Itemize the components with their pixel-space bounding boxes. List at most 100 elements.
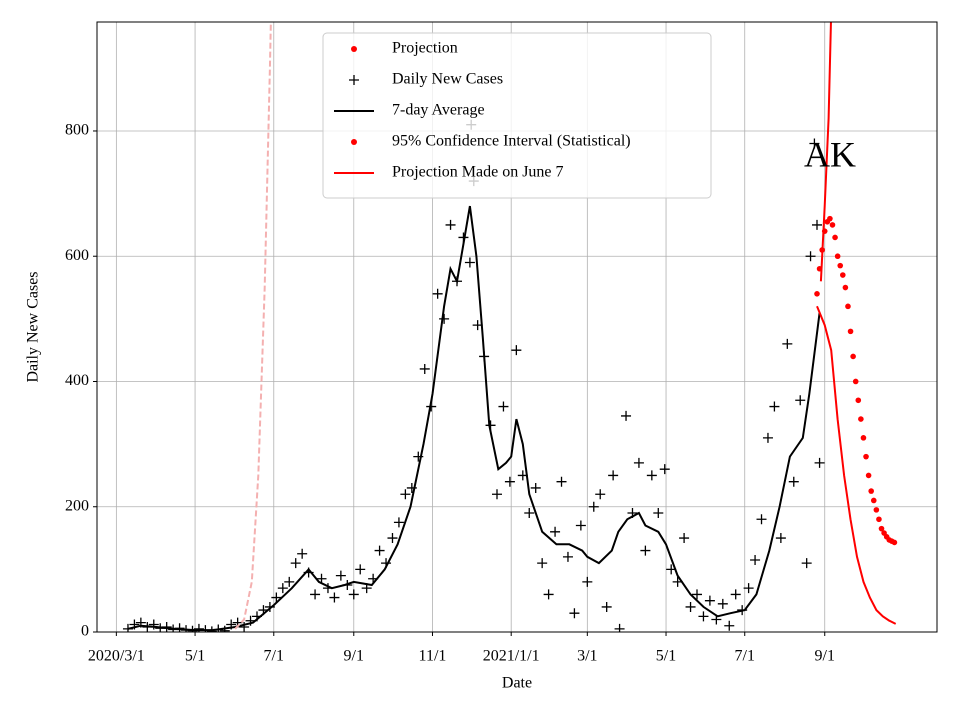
projection-dot — [878, 525, 885, 532]
projection-dot — [842, 284, 849, 291]
case-marker — [445, 219, 456, 230]
plot-area — [122, 22, 898, 632]
case-marker — [614, 623, 625, 632]
projection-dot — [814, 291, 820, 297]
case-marker — [504, 476, 515, 487]
case-marker — [498, 401, 509, 412]
x-tick-label: 5/1 — [185, 648, 205, 665]
case-marker — [239, 621, 250, 632]
x-tick-label: 11/1 — [419, 648, 447, 665]
case-marker — [730, 589, 741, 600]
case-marker — [148, 619, 159, 630]
case-marker — [524, 508, 535, 519]
projection-dot — [847, 328, 854, 335]
case-marker — [601, 601, 612, 612]
x-tick-label: 7/1 — [264, 648, 284, 665]
case-marker — [464, 257, 475, 268]
case-marker — [277, 583, 288, 594]
case-marker — [400, 489, 411, 500]
x-tick-label: 2020/3/1 — [88, 648, 145, 665]
projection-dot — [840, 272, 846, 278]
case-marker — [575, 520, 586, 531]
case-marker — [659, 464, 670, 475]
projection-dot — [891, 539, 898, 546]
series-line — [127, 205, 821, 632]
case-marker — [685, 601, 696, 612]
y-tick-label: 0 — [81, 623, 89, 640]
legend-swatch — [351, 46, 357, 52]
projection-dot — [860, 435, 867, 441]
legend-swatch — [349, 75, 359, 85]
case-marker — [290, 558, 301, 569]
case-marker — [329, 592, 340, 603]
case-marker — [762, 432, 773, 443]
series-line — [816, 22, 897, 625]
projection-dot — [852, 378, 859, 385]
case-marker — [809, 138, 820, 149]
series-line — [234, 22, 272, 630]
case-marker — [348, 589, 359, 600]
case-marker — [419, 363, 430, 374]
case-marker — [646, 470, 657, 481]
case-marker — [812, 219, 822, 230]
legend-label: 7-day Average — [392, 102, 485, 119]
case-marker — [782, 338, 793, 349]
case-marker — [530, 482, 541, 493]
case-marker — [297, 548, 308, 559]
case-marker — [550, 526, 561, 537]
legend-label: Projection — [392, 40, 458, 57]
case-marker — [698, 611, 709, 622]
case-marker — [795, 395, 806, 406]
legend-label: Daily New Cases — [392, 71, 503, 88]
case-marker — [750, 554, 761, 565]
case-marker — [814, 457, 825, 468]
plot-frame — [96, 21, 938, 633]
projection-dot — [873, 507, 880, 513]
case-marker — [582, 576, 593, 587]
case-marker — [387, 533, 398, 544]
case-marker — [769, 401, 780, 412]
case-marker — [374, 545, 385, 556]
case-marker — [640, 545, 651, 556]
projection-dot — [876, 516, 882, 523]
case-marker — [756, 514, 767, 525]
projection-dot — [865, 472, 872, 479]
x-tick-label: 9/1 — [815, 648, 835, 665]
case-marker — [206, 626, 217, 632]
legend-label: 95% Confidence Interval (Statistical) — [392, 133, 631, 150]
y-tick-label: 800 — [65, 122, 89, 139]
case-marker — [432, 288, 443, 299]
case-marker — [743, 583, 754, 594]
case-marker — [335, 570, 346, 581]
case-marker — [543, 589, 554, 600]
case-marker — [310, 589, 321, 600]
case-marker — [284, 576, 295, 587]
case-marker — [801, 558, 812, 569]
case-marker — [556, 476, 567, 487]
projection-dot — [870, 497, 877, 504]
case-marker — [621, 410, 632, 421]
x-tick-label: 2021/1/1 — [483, 648, 540, 665]
legend: Projection Daily New Cases 7-day Average 95… — [322, 32, 712, 199]
case-marker — [717, 598, 728, 609]
projection-dot — [832, 234, 838, 241]
projection-dot — [858, 416, 864, 422]
case-marker — [355, 564, 366, 575]
x-axis-label: Date — [502, 675, 532, 692]
y-axis-label: Daily New Cases — [25, 271, 42, 382]
legend-box — [322, 32, 712, 199]
projection-dot — [829, 222, 836, 228]
x-tick-label: 3/1 — [577, 648, 597, 665]
case-marker — [633, 457, 644, 468]
case-marker — [775, 533, 786, 544]
case-marker — [193, 623, 204, 632]
case-marker — [511, 345, 522, 356]
x-tick-label: 5/1 — [656, 648, 676, 665]
case-marker — [219, 625, 230, 632]
case-marker — [608, 470, 619, 481]
case-marker — [588, 501, 599, 512]
projection-dot — [863, 453, 869, 460]
projection-dot — [827, 215, 833, 222]
case-marker — [653, 508, 664, 519]
